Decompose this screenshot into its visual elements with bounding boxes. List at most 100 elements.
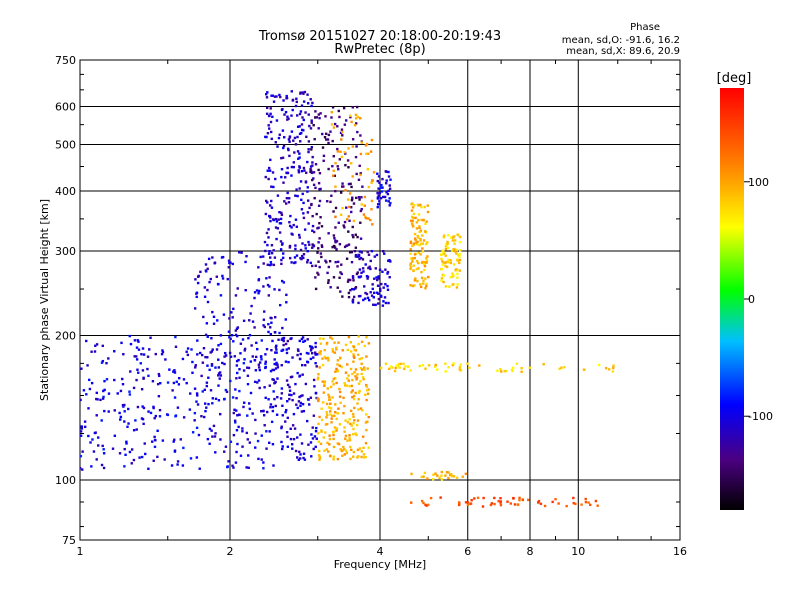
- data-point: [269, 112, 272, 116]
- data-point: [314, 445, 317, 449]
- data-point: [291, 108, 294, 112]
- data-point: [354, 155, 358, 159]
- data-point: [357, 301, 360, 305]
- data-point: [335, 429, 338, 432]
- data-point: [156, 429, 159, 432]
- data-point: [229, 261, 232, 264]
- data-point: [333, 122, 337, 126]
- data-point: [294, 244, 297, 247]
- data-point: [348, 418, 351, 421]
- data-point: [325, 416, 328, 419]
- data-point: [264, 360, 268, 363]
- data-point: [377, 277, 380, 280]
- data-point: [388, 275, 391, 279]
- data-point: [294, 449, 298, 453]
- data-point: [335, 346, 338, 349]
- data-point: [260, 339, 264, 342]
- data-point: [348, 385, 351, 388]
- data-point: [302, 256, 305, 260]
- data-point: [303, 458, 307, 461]
- data-point: [195, 291, 199, 294]
- data-point: [350, 260, 354, 264]
- data-point: [422, 279, 425, 282]
- data-point: [451, 236, 455, 239]
- data-point: [446, 246, 449, 250]
- data-point: [420, 475, 423, 479]
- data-point: [303, 339, 307, 343]
- data-point: [266, 263, 269, 267]
- data-point: [242, 401, 246, 404]
- data-point: [92, 450, 96, 453]
- data-point: [354, 375, 357, 378]
- data-point: [366, 367, 369, 370]
- data-point: [278, 93, 281, 97]
- data-point: [193, 387, 197, 390]
- data-point: [341, 182, 344, 185]
- data-point: [182, 378, 186, 381]
- data-point: [231, 262, 234, 266]
- data-point: [310, 352, 314, 355]
- data-point: [282, 281, 286, 284]
- data-point: [286, 435, 289, 438]
- data-point: [343, 382, 346, 385]
- data-point: [118, 411, 121, 415]
- data-point: [383, 296, 387, 299]
- data-point: [270, 321, 273, 324]
- data-point: [206, 356, 209, 359]
- data-point: [342, 224, 345, 227]
- data-point: [230, 334, 234, 337]
- data-point: [282, 144, 286, 147]
- data-point: [250, 304, 253, 308]
- data-point: [244, 260, 247, 264]
- data-point: [323, 449, 326, 452]
- data-point: [367, 342, 371, 345]
- data-point: [481, 505, 485, 508]
- data-point: [344, 163, 347, 167]
- data-point: [440, 253, 443, 256]
- data-point: [374, 303, 377, 307]
- data-point: [449, 276, 453, 279]
- data-point: [308, 206, 311, 210]
- data-point: [421, 364, 425, 367]
- data-point: [327, 393, 330, 397]
- data-point: [272, 249, 275, 252]
- data-point: [334, 206, 338, 210]
- data-point: [352, 415, 355, 418]
- data-point: [444, 247, 448, 251]
- data-point: [95, 414, 98, 417]
- data-point: [307, 443, 310, 446]
- data-point: [302, 216, 306, 220]
- data-point: [352, 279, 355, 282]
- data-point: [447, 258, 450, 261]
- data-point: [149, 411, 153, 415]
- data-point: [318, 222, 321, 225]
- data-point: [412, 242, 415, 245]
- data-point: [262, 262, 265, 265]
- data-point: [452, 475, 456, 478]
- data-point: [310, 347, 313, 350]
- data-point: [427, 275, 430, 279]
- data-point: [363, 344, 366, 348]
- data-point: [286, 416, 289, 420]
- data-point: [425, 284, 428, 288]
- data-point: [371, 283, 374, 286]
- data-point: [332, 445, 336, 449]
- data-point: [385, 190, 388, 194]
- data-point: [320, 418, 324, 422]
- data-point: [468, 366, 471, 369]
- data-point: [262, 318, 266, 321]
- data-point: [210, 364, 214, 367]
- data-point: [446, 240, 449, 244]
- data-point: [499, 503, 503, 507]
- data-point: [274, 226, 278, 229]
- data-point: [263, 424, 266, 427]
- data-point: [330, 111, 334, 114]
- data-point: [281, 129, 285, 132]
- data-point: [333, 237, 336, 240]
- data-point: [316, 376, 320, 379]
- data-point: [340, 155, 344, 159]
- data-point: [387, 200, 390, 203]
- data-point: [265, 347, 269, 351]
- data-point: [281, 256, 285, 260]
- data-point: [268, 169, 272, 172]
